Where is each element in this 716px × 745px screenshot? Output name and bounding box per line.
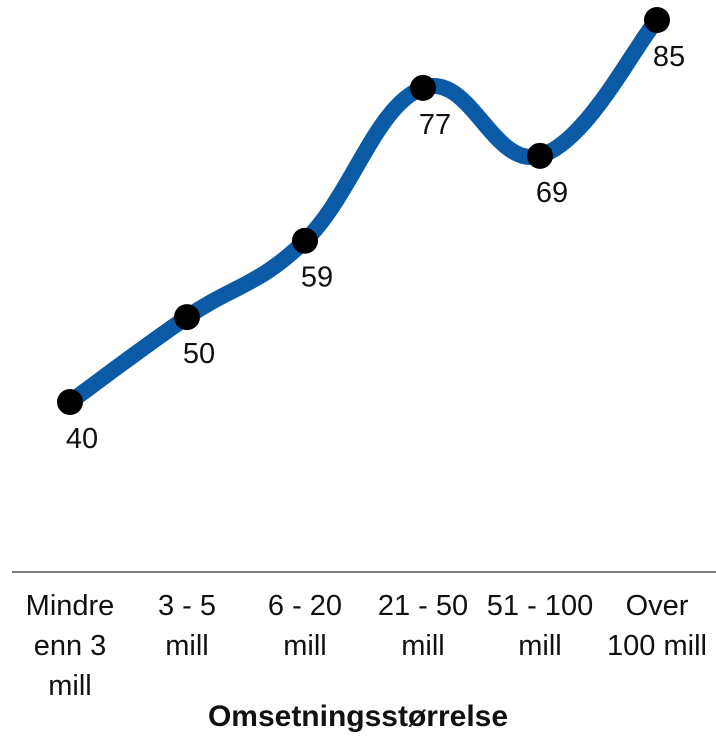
x-axis-title: Omsetningsstørrelse — [207, 700, 509, 733]
x-tick-label-line: 3 - 5 — [157, 590, 217, 622]
x-tick-label: Over 100 mill — [595, 586, 716, 666]
data-point-marker — [57, 389, 83, 415]
data-label: 59 — [301, 262, 333, 294]
data-point-marker — [527, 142, 553, 169]
data-label: 40 — [66, 423, 98, 455]
series-line — [62, 12, 665, 410]
x-tick-label-line: 100 mill — [607, 630, 707, 662]
x-tick-label-line: enn 3 — [33, 630, 107, 662]
data-label: 77 — [419, 109, 451, 141]
x-tick-label-line: 6 - 20 — [267, 590, 343, 622]
x-tick-label-line: mill — [401, 630, 445, 662]
data-point-marker — [644, 7, 670, 33]
x-tick-label: 6 - 20 mill — [243, 586, 367, 666]
x-tick-label-line: 51 - 100 — [486, 590, 594, 622]
data-point-marker — [292, 227, 318, 254]
x-tick-label-line: mill — [48, 670, 92, 702]
x-tick-label: 51 - 100 mill — [478, 586, 602, 666]
data-point-marker — [410, 74, 436, 101]
x-tick-label-line: mill — [518, 630, 562, 662]
x-tick-label-line: Mindre — [25, 590, 115, 622]
x-tick-label-line: Over — [625, 590, 689, 622]
data-label: 85 — [653, 41, 685, 73]
x-tick-label-line: mill — [165, 630, 209, 662]
x-tick-label: 21 - 50 mill — [361, 586, 485, 666]
data-label: 50 — [183, 338, 215, 370]
x-tick-label-line: 21 - 50 — [377, 590, 469, 622]
x-tick-label: 3 - 5 mill — [125, 586, 249, 666]
data-point-marker — [174, 304, 200, 331]
data-label: 69 — [536, 177, 568, 209]
x-tick-label-line: mill — [283, 630, 327, 662]
x-tick-label: Mindre enn 3 mill — [8, 586, 132, 706]
